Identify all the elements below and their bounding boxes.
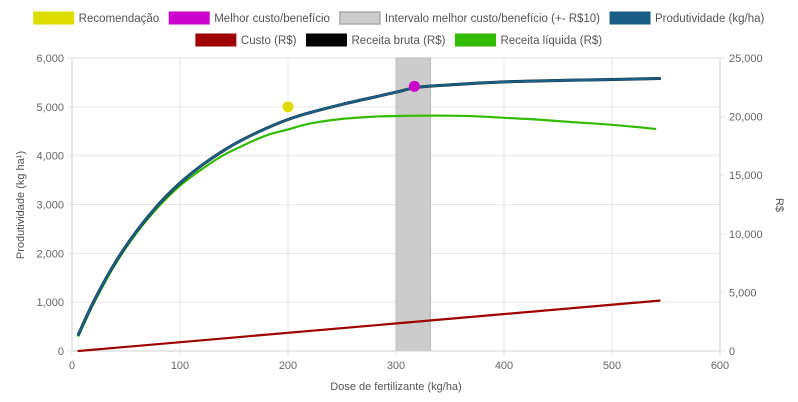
y-left-tick-label: 5,000	[36, 102, 64, 114]
points-layer	[282, 80, 420, 113]
x-tick-label: 600	[711, 360, 729, 372]
legend-swatch	[33, 11, 75, 25]
legend-item: Produtividade (kg/ha)	[609, 11, 765, 25]
axes: 0 100 200 300 400 500 60001,0002,0003,0004,000…	[36, 53, 762, 372]
x-tick-label: 100	[171, 360, 189, 372]
recommendation-point	[282, 101, 294, 113]
grid	[67, 57, 725, 356]
series-line-receita-l-quida-r	[77, 114, 657, 337]
y-left-tick-label: 2,000	[36, 248, 64, 260]
legend-item: Custo (R$)	[195, 33, 297, 47]
x-tick-label: 300	[387, 360, 405, 372]
series-line-produtividade-kg-ha	[77, 77, 661, 336]
legend-label: Receita líquida (R$)	[500, 35, 602, 47]
legend-swatch	[195, 33, 237, 47]
legend-item: Melhor custo/benefício	[168, 11, 330, 25]
x-axis-title: Dose de fertilizante (kg/ha)	[330, 381, 461, 393]
interval-band	[395, 57, 432, 352]
legend-item: Intervalo melhor custo/benefício (+- R$1…	[339, 11, 600, 25]
y-left-tick-label: 0	[58, 346, 64, 358]
y-left-tick-label: 6,000	[36, 53, 64, 65]
legend-label: Receita bruta (R$)	[352, 35, 446, 47]
y-left-tick-label: 3,000	[36, 200, 64, 212]
legend-swatch	[168, 11, 210, 25]
legend-label: Custo (R$)	[241, 35, 297, 47]
x-tick-label: 500	[603, 360, 621, 372]
interval-band-layer	[395, 57, 432, 352]
legend-item: Receita líquida (R$)	[454, 33, 602, 47]
legend-swatch	[306, 33, 347, 47]
legend-label: Produtividade (kg/ha)	[655, 13, 764, 25]
y-right-tick-label: 10,000	[729, 229, 763, 241]
x-tick-label: 0	[69, 360, 75, 372]
y-right-tick-label: 0	[729, 346, 735, 358]
legend-swatch	[454, 33, 496, 47]
legend-swatch	[339, 11, 381, 25]
legend: Recomendação Melhor custo/benefício Interv…	[33, 11, 765, 47]
y-left-tick-label: 1,000	[36, 297, 64, 309]
series-line-custo-r	[77, 299, 661, 353]
best-cost-benefit-point	[408, 80, 420, 92]
y-left-axis-title: Produtividade (kg ha¹)	[15, 151, 27, 259]
y-right-axis-title: R$	[773, 198, 785, 212]
x-tick-label: 400	[495, 360, 513, 372]
y-left-tick-label: 4,000	[36, 151, 64, 163]
legend-label: Recomendação	[79, 13, 160, 25]
series-layer	[77, 77, 661, 353]
y-right-tick-label: 5,000	[729, 287, 757, 299]
y-right-tick-label: 25,000	[729, 53, 763, 65]
y-right-tick-label: 20,000	[729, 112, 763, 124]
legend-label: Melhor custo/benefício	[214, 13, 330, 25]
y-right-tick-label: 15,000	[729, 170, 763, 182]
legend-item: Receita bruta (R$)	[306, 33, 446, 47]
legend-swatch	[609, 11, 651, 25]
legend-item: Recomendação	[33, 11, 160, 25]
legend-label: Intervalo melhor custo/benefício (+- R$1…	[385, 13, 600, 25]
x-tick-label: 200	[279, 360, 297, 372]
